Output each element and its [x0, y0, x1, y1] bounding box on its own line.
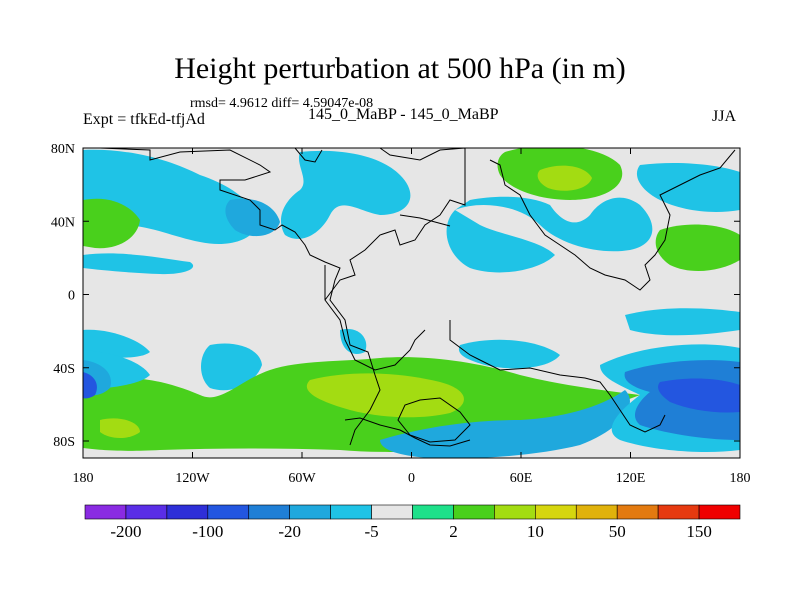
colorbar-label: -200	[110, 522, 141, 541]
contour-sh-band-yellow	[306, 373, 464, 418]
colorbar-swatch	[494, 504, 536, 520]
contour-indian-cyan	[458, 339, 560, 369]
colorbar-swatch	[616, 504, 659, 520]
coastline-antarctic	[344, 417, 471, 447]
colorbar-label: 50	[609, 522, 626, 541]
x-tick-label: 120E	[616, 471, 646, 486]
contour-sh-southwest-dark	[83, 372, 97, 399]
colorbar-label: -20	[278, 522, 301, 541]
colorbar-swatch	[657, 504, 700, 520]
coastline-australia	[397, 397, 471, 443]
contour-nh-pacific-green	[83, 198, 140, 249]
y-tick-label: 80S	[53, 435, 75, 450]
contour-south-pacific-cyan	[201, 343, 262, 391]
x-tick-label: 0	[408, 471, 415, 486]
coastline-mediterranean	[399, 214, 451, 227]
contour-tropic-east-cyan	[625, 308, 740, 336]
coastline-asia	[489, 149, 736, 291]
y-axis: 80N 40N 0 40S 80S	[51, 142, 740, 450]
colorbar-swatch	[412, 504, 454, 520]
colorbar-swatch	[330, 504, 372, 520]
coastline-south-america	[324, 265, 426, 371]
contour-nh-asia-yellow	[537, 165, 592, 191]
colorbar: -200 -100 -20 -5 2 10 50 150	[84, 504, 741, 541]
colorbar-swatch	[125, 504, 168, 520]
map-field	[83, 148, 740, 458]
colorbar-swatch	[698, 504, 741, 520]
contour-tropic-west-cyan	[83, 329, 150, 358]
colorbar-label: -5	[364, 522, 378, 541]
x-tick-label: 180	[73, 471, 94, 486]
colorbar-swatch	[289, 504, 331, 520]
colorbar-label: 10	[527, 522, 544, 541]
contour-sh-east-dark	[658, 378, 740, 413]
colorbar-swatch	[575, 504, 618, 520]
contour-south-america-cyan	[340, 329, 367, 354]
coastlines	[99, 148, 736, 447]
colorbar-swatch	[535, 504, 577, 520]
colorbar-swatch	[166, 504, 209, 520]
colorbar-label: -100	[192, 522, 223, 541]
contour-nh-pacific-east	[655, 224, 740, 272]
case-label: 145_0_MaBP - 145_0_MaBP	[308, 106, 499, 123]
contour-nh-atlantic	[280, 150, 411, 239]
coastline-north-america	[99, 148, 381, 446]
colorbar-swatch	[84, 504, 127, 520]
coastline-europe-africa	[324, 148, 466, 301]
colorbar-swatch	[371, 504, 413, 520]
x-tick-label: 180	[730, 471, 751, 486]
contour-sh-band-yellow-west	[100, 418, 140, 438]
x-tick-label: 60E	[510, 471, 533, 486]
contour-nh-tropic-blue	[83, 253, 194, 275]
chart-title: Height perturbation at 500 hPa (in m)	[174, 52, 626, 85]
colorbar-swatch	[207, 504, 250, 520]
coastline-greenland	[294, 148, 323, 163]
season-label: JJA	[712, 108, 737, 125]
contour-nh-asia-blue	[446, 196, 653, 273]
experiment-label: Expt = tfkEd-tfjAd	[83, 111, 205, 128]
colorbar-swatch	[248, 504, 290, 520]
chart-subtitle: rmsd= 4.9612 diff= 4.59047e-08	[190, 96, 374, 111]
y-tick-label: 40S	[53, 362, 75, 377]
colorbar-swatch	[453, 504, 495, 520]
x-tick-label: 120W	[175, 471, 210, 486]
y-tick-label: 80N	[51, 142, 75, 157]
colorbar-label: 150	[686, 522, 712, 541]
y-tick-label: 40N	[51, 215, 75, 230]
x-tick-label: 60W	[288, 471, 316, 486]
coastline-africa	[449, 320, 666, 433]
y-tick-label: 0	[68, 289, 75, 304]
x-axis: 180 120W 60W 0 60E 120E 180	[73, 148, 751, 486]
colorbar-label: 2	[449, 522, 458, 541]
